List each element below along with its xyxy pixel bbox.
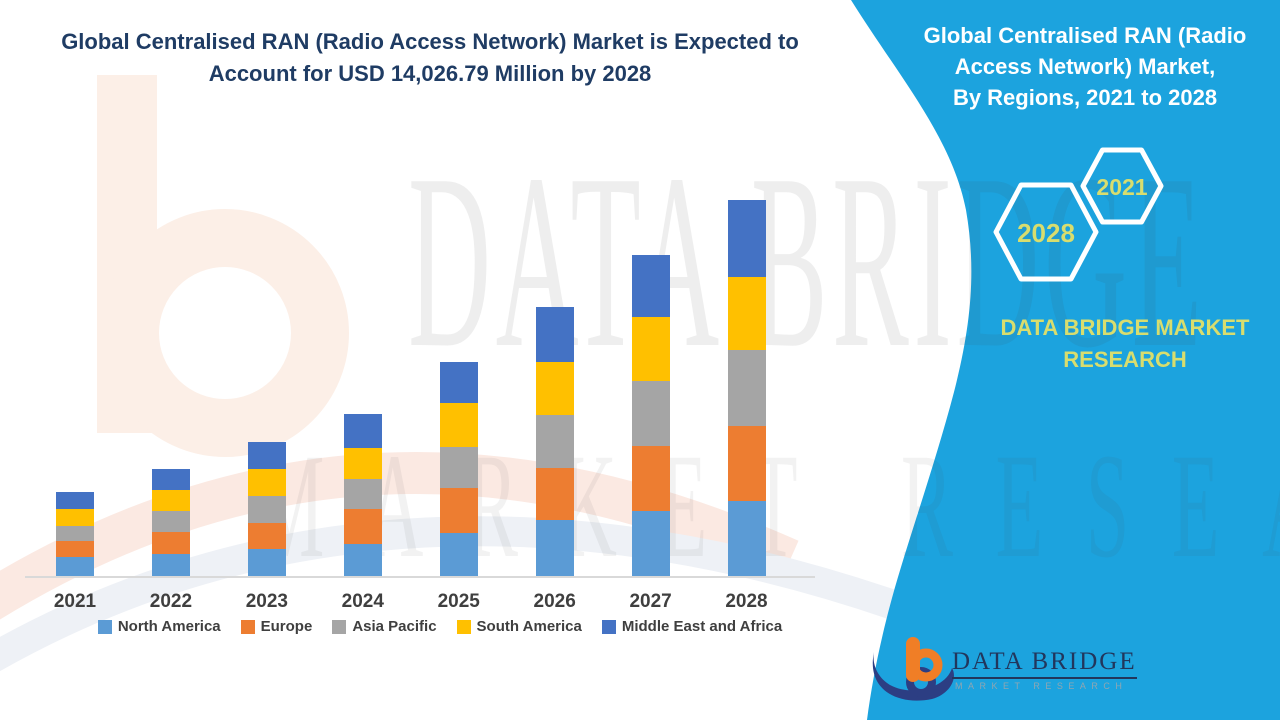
bar-2022	[151, 469, 190, 576]
bar-2024	[343, 414, 382, 576]
legend-swatch	[601, 619, 616, 634]
legend-swatch	[97, 619, 112, 634]
legend-item-asia-pacific: Asia Pacific	[332, 618, 437, 635]
legend-item-north-america: North America	[97, 618, 221, 635]
segment-europe	[535, 467, 574, 521]
brand-name-text: DATA BRIDGE MARKET RESEARCH	[965, 312, 1280, 376]
segment-south-america	[343, 447, 382, 479]
segment-middle-east-and-africa	[727, 200, 766, 277]
bar-2021	[56, 492, 94, 576]
segment-middle-east-and-africa	[151, 469, 190, 491]
segment-europe	[151, 531, 190, 555]
legend-item-europe: Europe	[240, 618, 313, 635]
x-axis-label-2021: 2021	[53, 591, 97, 612]
legend-swatch	[456, 619, 471, 634]
bar-2023	[247, 441, 286, 576]
segment-europe	[56, 540, 94, 557]
logo-tagline: MARKET RESEARCH	[955, 681, 1128, 691]
segment-south-america	[727, 276, 766, 350]
segment-asia-pacific	[631, 381, 670, 446]
segment-north-america	[439, 532, 478, 576]
legend-item-south-america: South America	[456, 618, 582, 635]
segment-middle-east-and-africa	[439, 362, 478, 403]
segment-north-america	[151, 554, 190, 576]
x-axis-label-2025: 2025	[437, 591, 480, 612]
hexagon-2021	[1080, 147, 1164, 225]
brand-name-line2: RESEARCH	[1063, 346, 1187, 372]
brand-name-line1: DATA BRIDGE MARKET	[1000, 315, 1250, 340]
segment-asia-pacific	[56, 525, 94, 541]
segment-asia-pacific	[343, 478, 382, 509]
segment-europe	[631, 446, 670, 511]
segment-north-america	[631, 511, 670, 576]
x-axis-line	[25, 576, 815, 578]
page-title: Global Centralised RAN (Radio Access Net…	[45, 26, 815, 90]
bar-2028	[727, 200, 766, 576]
x-axis-label-2028: 2028	[725, 591, 768, 612]
segment-middle-east-and-africa	[343, 414, 382, 448]
segment-north-america	[247, 549, 286, 576]
side-panel-title-line1: Global Centralised RAN (Radio	[923, 23, 1247, 48]
segment-asia-pacific	[535, 415, 574, 468]
side-panel-title-line3: By Regions, 2021 to 2028	[952, 85, 1218, 111]
segment-south-america	[151, 490, 190, 512]
segment-middle-east-and-africa	[247, 441, 286, 469]
x-axis-label-2026: 2026	[533, 591, 576, 612]
page-title-line2: Account for USD 14,026.79 Million by 202…	[208, 60, 652, 86]
segment-europe	[439, 487, 478, 533]
segment-asia-pacific	[727, 349, 766, 426]
segment-europe	[247, 522, 286, 550]
segment-south-america	[247, 468, 286, 496]
segment-north-america	[727, 500, 766, 576]
legend-label: Europe	[260, 618, 313, 635]
chart-legend: North America Europe Asia Pacific South Ame…	[40, 618, 840, 635]
segment-north-america	[535, 520, 574, 576]
x-axis-label-2022: 2022	[149, 591, 193, 612]
bar-2025	[439, 362, 478, 576]
logo-wordmark: DATA BRIDGE	[952, 648, 1137, 679]
segment-middle-east-and-africa	[535, 306, 574, 362]
segment-middle-east-and-africa	[631, 255, 670, 317]
segment-north-america	[56, 556, 94, 576]
legend-label: Asia Pacific	[352, 618, 437, 635]
segment-middle-east-and-africa	[56, 492, 94, 509]
side-panel-title-line2: Access Network) Market,	[954, 54, 1216, 80]
legend-swatch	[332, 619, 347, 634]
legend-swatch	[240, 619, 255, 634]
segment-south-america	[535, 361, 574, 416]
hexagon-2021-label: 2021	[1096, 174, 1147, 200]
segment-south-america	[56, 508, 94, 526]
segment-europe	[343, 508, 382, 544]
bar-2026	[535, 306, 574, 576]
segment-south-america	[439, 402, 478, 447]
bar-2027	[631, 255, 670, 576]
legend-item-middle-east-and-africa: Middle East and Africa	[601, 618, 783, 635]
x-axis-label-2027: 2027	[629, 591, 672, 612]
segment-asia-pacific	[439, 446, 478, 488]
x-axis-label-2023: 2023	[245, 591, 288, 612]
side-panel-title: Global Centralised RAN (Radio Access Net…	[900, 20, 1270, 114]
databridge-logo-icon	[872, 637, 954, 701]
segment-north-america	[343, 543, 382, 576]
legend-label: South America	[476, 618, 582, 635]
segment-asia-pacific	[247, 495, 286, 523]
legend-label: Middle East and Africa	[621, 618, 783, 635]
legend-label: North America	[117, 618, 221, 635]
x-axis-label-2024: 2024	[341, 591, 384, 612]
page-title-line1: Global Centralised RAN (Radio Access Net…	[61, 29, 799, 54]
hexagon-2028	[993, 182, 1099, 282]
segment-asia-pacific	[151, 511, 190, 532]
hexagon-2028-label: 2028	[1017, 218, 1075, 248]
segment-south-america	[631, 316, 670, 381]
segment-europe	[727, 425, 766, 501]
